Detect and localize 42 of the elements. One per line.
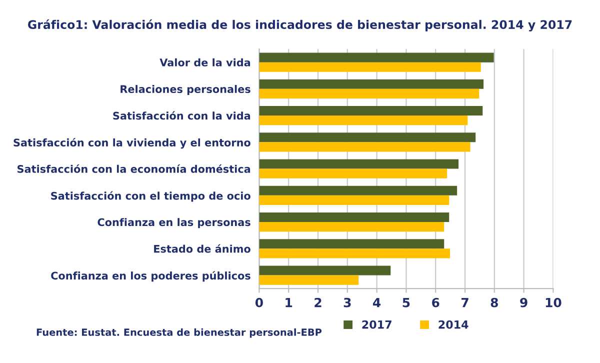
y-tick-label: Confianza en los poderes públicos (51, 271, 250, 282)
legend-label: 2017 (362, 320, 392, 329)
x-tick-label: 1 (286, 298, 292, 308)
bar (259, 116, 468, 126)
x-tick-label: 0 (255, 298, 263, 308)
y-tick-label: Satisfacción con la economía doméstica (18, 164, 250, 173)
x-tick-label: 3 (344, 298, 351, 308)
legend-label: 2014 (438, 320, 468, 329)
x-tick-label: 7 (461, 298, 468, 308)
y-tick-label: Satisfacción con el tiempo de ocio (51, 191, 250, 202)
x-tick-label: 8 (490, 298, 498, 308)
bar (259, 142, 470, 152)
x-tick-label: 9 (520, 298, 528, 308)
y-tick-label: Estado de ánimo (154, 244, 250, 253)
y-tick-label: Relaciones personales (120, 84, 250, 96)
bar (259, 195, 450, 205)
bar (259, 248, 450, 258)
x-tick-label: 6 (432, 298, 440, 308)
source-note: Fuente: Eustat. Encuesta de bienestar personal-EBP (36, 328, 322, 338)
bar (259, 266, 391, 276)
bar (259, 275, 359, 285)
bar (259, 239, 444, 249)
y-tick-label: Satisfacción con la vivienda y el entorno (14, 138, 250, 149)
x-tick-label: 10 (546, 298, 562, 308)
bar (259, 79, 484, 89)
bar (259, 168, 448, 178)
bar (259, 62, 481, 72)
bar (259, 88, 480, 99)
y-tick-label: Satisfacción con la vida (113, 111, 250, 120)
y-tick-label: Valor de la vida (160, 58, 250, 66)
bar (259, 212, 450, 222)
x-tick-label: 5 (402, 298, 410, 308)
x-tick-label: 2 (314, 298, 322, 308)
bar (259, 159, 459, 169)
bar (259, 52, 494, 62)
bar (259, 132, 476, 142)
chart-title: Gráfico1: Valoración media de los indicadores de bienestar personal. 2014 y 2017 (28, 19, 572, 32)
bar (259, 222, 444, 232)
y-tick-label: Confianza en las personas (98, 218, 250, 228)
x-tick-label: 4 (373, 298, 381, 308)
bar (259, 186, 458, 196)
bar (259, 106, 483, 116)
